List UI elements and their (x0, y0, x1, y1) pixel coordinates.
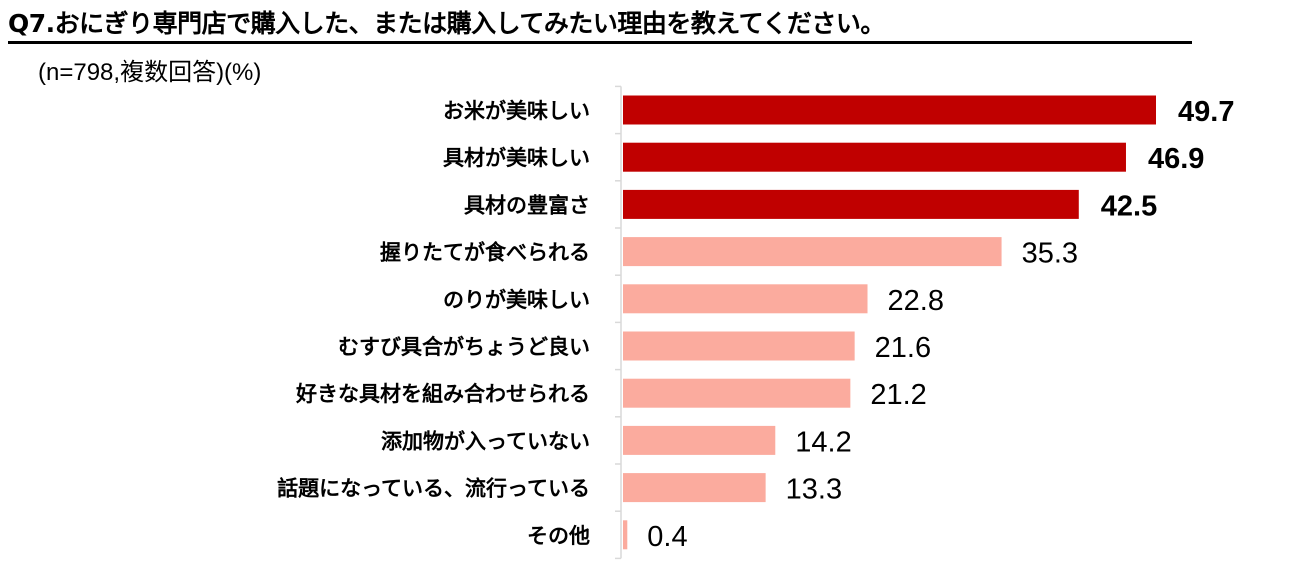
category-label: 具材の豊富さ (464, 193, 590, 217)
category-label: 握りたてが食べられる (380, 241, 590, 265)
category-label: 話題になっている、流行っている (277, 477, 590, 501)
data-label: 21.2 (870, 379, 926, 411)
bar (623, 237, 1002, 267)
category-label: 具材が美味しい (443, 146, 590, 170)
bar (623, 284, 868, 314)
data-label: 42.5 (1101, 190, 1157, 222)
data-label: 46.9 (1148, 143, 1204, 175)
data-label: 22.8 (888, 285, 944, 317)
bar (623, 189, 1079, 219)
bar (623, 95, 1156, 125)
data-label: 35.3 (1022, 238, 1078, 270)
data-label: 21.6 (875, 332, 931, 364)
bar (623, 425, 776, 455)
bar (623, 520, 628, 550)
category-label: 添加物が入っていない (381, 429, 590, 453)
data-label: 49.7 (1178, 96, 1234, 128)
bar (623, 142, 1126, 172)
bar (623, 331, 855, 361)
chart-subtitle: (n=798,複数回答)(%) (38, 59, 262, 86)
category-label: その他 (527, 524, 590, 548)
category-label: のりが美味しい (443, 288, 590, 312)
bar (623, 378, 851, 408)
chart-title: Q7.おにぎり専門店で購入した、または購入してみたい理由を教えてください。 (8, 9, 885, 38)
category-label: むすび具合がちょうど良い (338, 335, 590, 359)
data-label: 14.2 (795, 426, 851, 458)
title-underline (8, 41, 1192, 44)
data-label: 13.3 (786, 474, 842, 506)
bar (623, 473, 766, 503)
category-label: 好きな具材を組み合わせられる (295, 382, 590, 406)
data-label: 0.4 (647, 521, 687, 553)
category-label: お米が美味しい (443, 99, 590, 123)
